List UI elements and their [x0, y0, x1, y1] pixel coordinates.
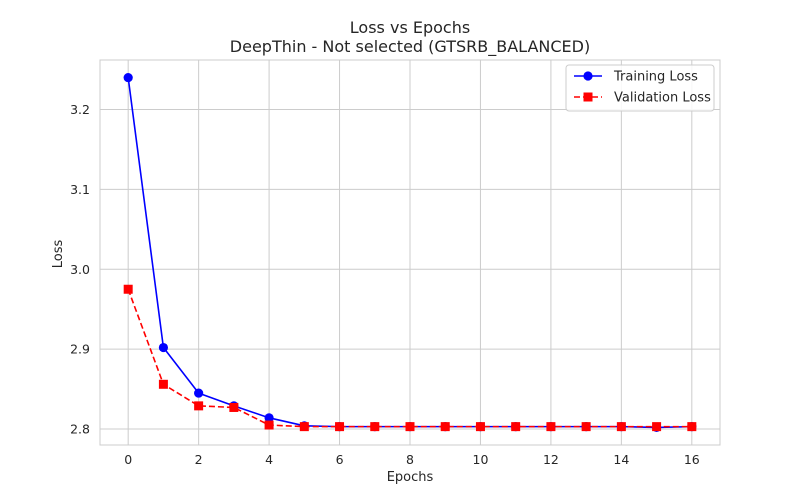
legend-marker — [583, 92, 593, 102]
x-tick-label: 12 — [543, 452, 559, 467]
y-axis-label: Loss — [51, 240, 66, 269]
data-point — [687, 422, 697, 432]
data-point — [123, 72, 133, 83]
y-tick-label: 2.9 — [70, 342, 90, 357]
data-point — [511, 422, 521, 432]
x-tick-label: 4 — [265, 452, 273, 467]
x-tick-label: 14 — [613, 452, 629, 467]
x-tick-label: 2 — [195, 452, 203, 467]
legend-label: Training Loss — [613, 70, 698, 85]
data-point — [546, 422, 556, 432]
data-point — [158, 379, 168, 389]
data-point — [405, 422, 415, 432]
x-tick-label: 10 — [473, 452, 489, 467]
y-tick-label: 3.0 — [70, 262, 90, 277]
data-point — [475, 422, 485, 432]
legend-marker — [583, 71, 593, 81]
chart-title: Loss vs Epochs — [350, 18, 470, 37]
y-tick-label: 3.2 — [70, 102, 90, 117]
y-tick-label: 3.1 — [70, 182, 90, 197]
x-axis-label: Epochs — [387, 470, 434, 485]
series-validation-loss — [123, 284, 697, 432]
data-point — [229, 402, 239, 412]
series-layer — [123, 72, 697, 433]
legend-label: Validation Loss — [614, 91, 711, 106]
data-point — [194, 388, 204, 398]
data-point — [194, 401, 204, 411]
x-tick-label: 6 — [336, 452, 344, 467]
data-point — [581, 422, 591, 432]
x-tick-label: 16 — [684, 452, 700, 467]
tick-labels: 0 2 4 6 8 10 12 14 16 2.8 2.9 3.0 3.1 3.2 — [70, 102, 700, 467]
data-point — [616, 422, 626, 432]
data-point — [123, 284, 133, 294]
data-point — [335, 422, 345, 432]
data-point — [652, 422, 662, 432]
data-point — [440, 422, 450, 432]
data-point — [299, 422, 309, 432]
plot-area-frame — [99, 59, 721, 446]
chart-subtitle: DeepThin - Not selected (GTSRB_BALANCED) — [230, 37, 590, 57]
x-tick-label: 0 — [124, 452, 132, 467]
series-line — [127, 288, 692, 428]
data-point — [370, 422, 380, 432]
data-point — [264, 413, 274, 423]
data-point — [264, 420, 274, 430]
grid-lines — [100, 60, 720, 445]
legend: Training Loss Validation Loss — [565, 64, 715, 112]
data-point — [158, 342, 169, 353]
legend-box — [565, 64, 715, 112]
y-tick-label: 2.8 — [70, 422, 90, 437]
x-tick-label: 8 — [406, 452, 414, 467]
